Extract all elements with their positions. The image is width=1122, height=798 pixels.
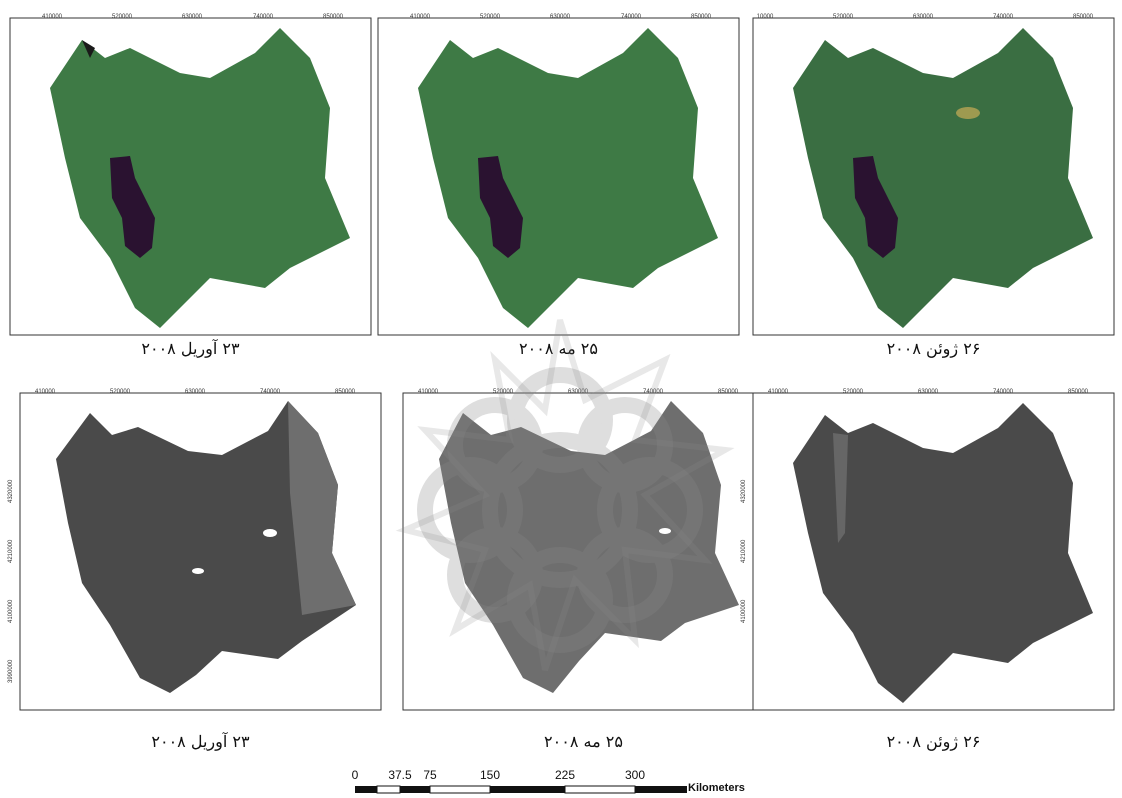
map-panel-6: 410000 520000 630000 740000 850000 43200… [741,389,1115,751]
x-tick: 850000 [322,14,344,20]
map-panel-5: 410000 520000 630000 740000 850000 ۲۵ مه… [402,389,765,751]
scale-label: 75 [423,768,437,782]
scale-bar-graphic [355,785,687,794]
y-tick: 3990000 [8,659,14,683]
scale-unit-label: Kilometers [688,782,745,794]
y-tick: 4100000 [741,599,747,623]
y-tick: 4320000 [8,479,14,503]
x-tick: 740000 [620,14,642,20]
map-caption: ۲۵ مه ۲۰۰۸ [519,339,598,358]
x-tick: 630000 [567,389,589,395]
x-tick: 740000 [252,14,274,20]
x-tick: 410000 [767,389,789,395]
map-panel-4: 410000 520000 630000 740000 850000 43200… [8,389,382,751]
map-caption: ۲۵ مه ۲۰۰۸ [544,732,623,751]
satellite-map [9,17,372,336]
scale-label: 300 [624,768,646,782]
scale-label: 37.5 [388,768,412,782]
x-tick: 630000 [184,389,206,395]
x-tick: 850000 [1067,389,1089,395]
x-tick: 520000 [109,389,131,395]
x-tick: 410000 [409,14,431,20]
x-tick: 520000 [832,14,854,20]
x-tick: 630000 [181,14,203,20]
scale-label: 150 [479,768,501,782]
classified-map [402,392,765,711]
x-tick: 410000 [34,389,56,395]
map-caption: ۲۳ آوریل ۲۰۰۸ [151,732,250,751]
scale-label: 225 [554,768,576,782]
x-tick: 740000 [259,389,281,395]
x-tick: 850000 [1072,14,1094,20]
map-caption: ۲۶ ژوئن ۲۰۰۸ [886,732,981,751]
x-tick: 410000 [41,14,63,20]
x-tick: 520000 [842,389,864,395]
x-tick: 410000 [417,389,439,395]
satellite-map [377,17,740,336]
y-tick: 4210000 [8,539,14,563]
x-tick: 850000 [717,389,739,395]
x-tick: 740000 [992,14,1014,20]
map-caption: ۲۳ آوریل ۲۰۰۸ [141,339,240,358]
classified-map [752,392,1115,711]
x-tick: 630000 [912,14,934,20]
x-tick: 850000 [690,14,712,20]
x-tick: 520000 [111,14,133,20]
map-panel-1: 410000 520000 630000 740000 850000 ۲۳ آو… [9,14,372,358]
map-panel-3: 10000 520000 630000 740000 850000 ۲۶ ژوئ… [752,14,1115,358]
x-tick: 850000 [334,389,356,395]
y-tick: 4320000 [741,479,747,503]
map-panel-2: 410000 520000 630000 740000 850000 ۲۵ مه… [377,14,740,358]
scale-label: 0 [351,768,359,782]
x-tick: 630000 [917,389,939,395]
x-tick: 10000 [756,14,774,20]
scale-bar: 0 37.5 75 150 225 300 Kilometers [330,768,745,798]
y-tick: 4100000 [8,599,14,623]
classified-map [19,392,382,711]
y-tick: 4210000 [741,539,747,563]
x-tick: 520000 [479,14,501,20]
map-caption: ۲۶ ژوئن ۲۰۰۸ [886,339,981,358]
x-tick: 630000 [549,14,571,20]
x-tick: 740000 [992,389,1014,395]
x-tick: 740000 [642,389,664,395]
satellite-map [752,17,1115,336]
x-tick: 520000 [492,389,514,395]
